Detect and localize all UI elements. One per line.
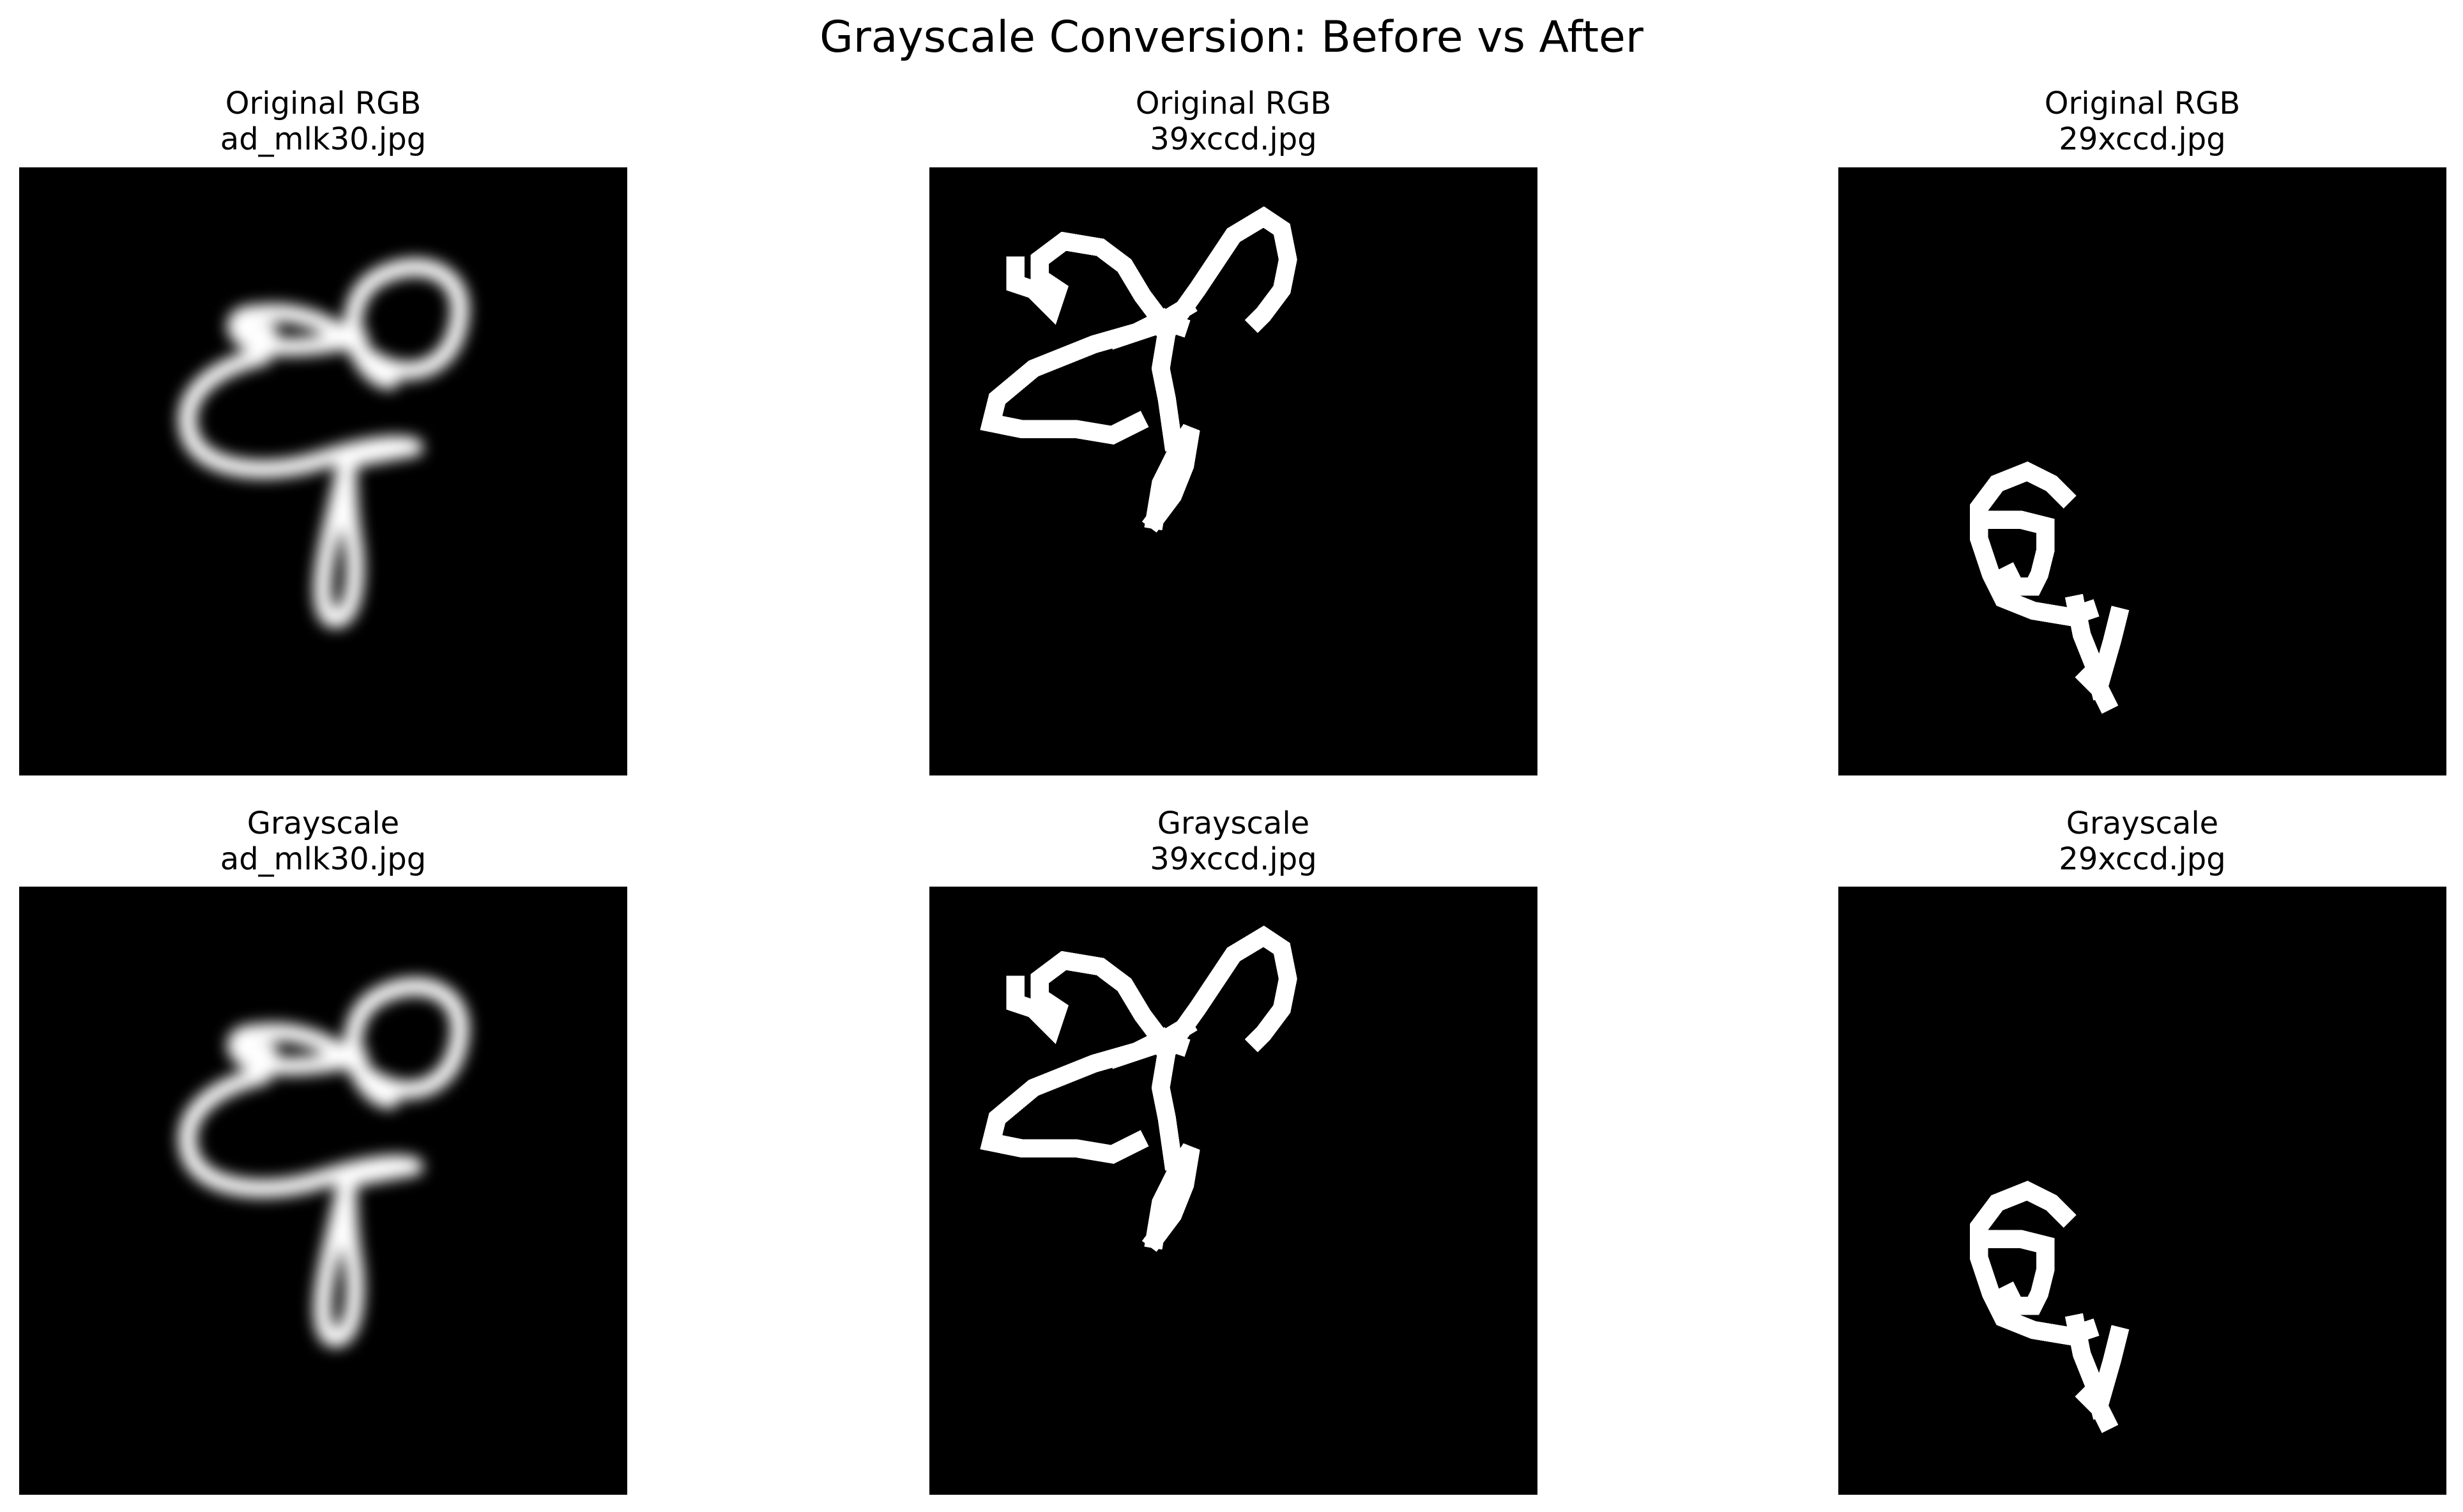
panel-mode-label: Grayscale [1157, 806, 1310, 841]
panel-filename-label: 29xccd.jpg [2059, 841, 2226, 877]
figure-title: Grayscale Conversion: Before vs After [820, 12, 1643, 63]
image-panel-original-ad-mlk30 [19, 167, 627, 775]
panel-title-r1c1: Original RGB ad_mlk30.jpg [19, 86, 627, 157]
panel-filename-label: ad_mlk30.jpg [220, 841, 427, 877]
image-panel-grayscale-ad-mlk30 [19, 887, 627, 1495]
image-panel-grayscale-39xccd [929, 887, 1537, 1495]
handwritten-loop-glyph [178, 258, 469, 629]
panel-filename-label: 39xccd.jpg [1150, 121, 1317, 157]
panel-filename-label: 29xccd.jpg [2059, 121, 2226, 157]
panel-title-r2c2: Grayscale 39xccd.jpg [929, 806, 1537, 877]
panel-mode-label: Grayscale [2066, 806, 2219, 841]
handwritten-leaf-glyph [980, 206, 1297, 533]
panel-title-r1c2: Original RGB 39xccd.jpg [929, 86, 1537, 157]
panel-mode-label: Original RGB [1135, 86, 1332, 121]
handwritten-g-glyph [1969, 461, 2130, 714]
handwritten-leaf-glyph [980, 926, 1297, 1252]
panel-title-r1c3: Original RGB 29xccd.jpg [1838, 86, 2446, 157]
panel-mode-label: Grayscale [247, 806, 400, 841]
panel-title-r2c1: Grayscale ad_mlk30.jpg [19, 806, 627, 877]
image-panel-original-29xccd [1838, 167, 2446, 775]
image-panel-grayscale-29xccd [1838, 887, 2446, 1495]
image-panel-original-39xccd [929, 167, 1537, 775]
panel-filename-label: ad_mlk30.jpg [220, 121, 427, 157]
panel-mode-label: Original RGB [225, 86, 422, 121]
panel-filename-label: 39xccd.jpg [1150, 841, 1317, 877]
panel-mode-label: Original RGB [2044, 86, 2241, 121]
panel-title-r2c3: Grayscale 29xccd.jpg [1838, 806, 2446, 877]
handwritten-g-glyph [1969, 1180, 2130, 1433]
handwritten-loop-glyph [178, 977, 469, 1348]
